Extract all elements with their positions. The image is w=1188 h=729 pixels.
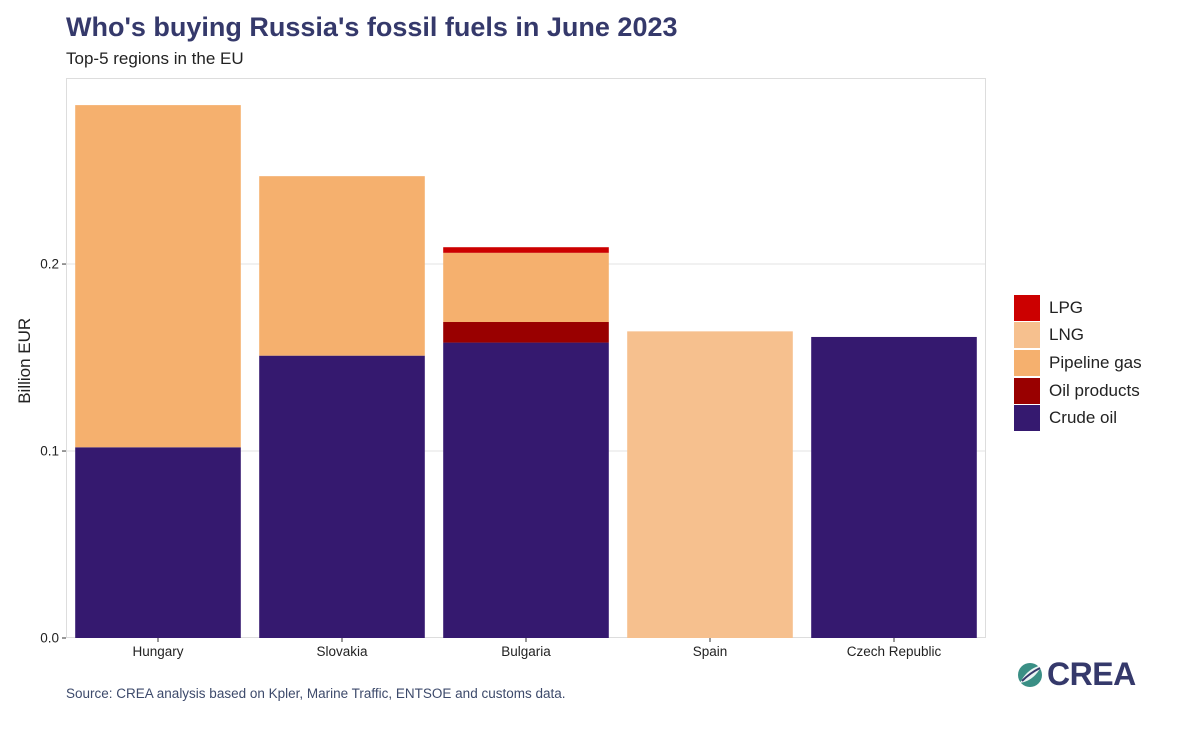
bar-crude-oil — [75, 447, 241, 638]
bar-oil-products — [443, 322, 609, 343]
legend: LPG LNG Pipeline gas Oil products Crude oil — [1014, 294, 1142, 432]
legend-swatch — [1014, 405, 1040, 432]
bar-lng — [627, 331, 793, 638]
legend-item-lng: LNG — [1014, 322, 1142, 350]
legend-item-oil-products: Oil products — [1014, 377, 1142, 405]
legend-label: Pipeline gas — [1049, 352, 1142, 372]
legend-swatch — [1014, 377, 1040, 404]
chart-subtitle: Top-5 regions in the EU — [66, 49, 244, 68]
legend-label: LNG — [1049, 325, 1084, 345]
y-tick-label: 0.0 — [40, 631, 59, 646]
legend-swatch — [1014, 322, 1040, 349]
x-tick-label: Czech Republic — [847, 644, 942, 659]
y-axis-title: Billion EUR — [15, 318, 34, 404]
legend-label: LPG — [1049, 297, 1084, 317]
y-tick-label: 0.2 — [40, 257, 59, 272]
x-tick-label: Spain — [693, 644, 728, 659]
bar-pipeline-gas — [259, 176, 425, 356]
legend-item-pipeline-gas: Pipeline gas — [1014, 349, 1142, 377]
legend-label: Crude oil — [1049, 408, 1118, 428]
legend-label: Oil products — [1049, 380, 1140, 400]
bar-crude-oil — [259, 355, 425, 638]
x-tick-label: Slovakia — [316, 644, 368, 659]
bar-crude-oil — [443, 342, 609, 638]
x-tick-label: Bulgaria — [501, 644, 551, 659]
legend-swatch — [1014, 294, 1040, 321]
bar-pipeline-gas — [75, 105, 241, 448]
chart-title: Who's buying Russia's fossil fuels in Ju… — [66, 12, 678, 42]
x-tick-label: Hungary — [132, 644, 183, 659]
legend-swatch — [1014, 349, 1040, 376]
legend-item-crude-oil: Crude oil — [1014, 404, 1142, 432]
y-tick-label: 0.1 — [40, 444, 59, 459]
source-note: Source: CREA analysis based on Kpler, Ma… — [66, 686, 566, 701]
bar-crude-oil — [811, 336, 977, 638]
bar-lpg — [443, 247, 609, 253]
bar-pipeline-gas — [443, 252, 609, 323]
crea-logo: CREA — [1016, 656, 1136, 693]
crea-leaf-icon — [1018, 662, 1042, 687]
legend-item-lpg: LPG — [1014, 294, 1142, 322]
logo-text: CREA — [1047, 656, 1136, 692]
